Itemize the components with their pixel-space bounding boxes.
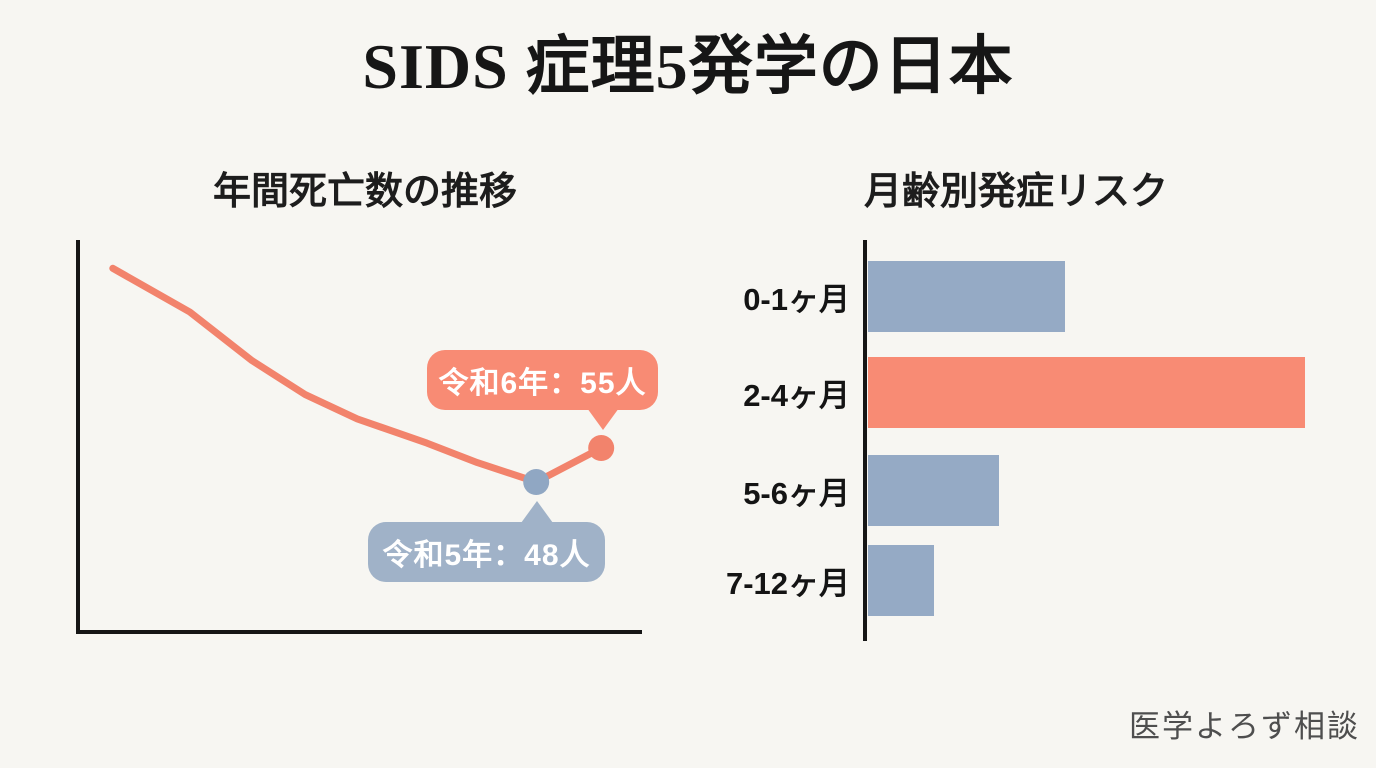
bar-label-5-6ヶ月: 5-6ヶ月 (743, 476, 850, 511)
line-chart-y-axis (76, 240, 80, 634)
bar-chart-axis (863, 240, 867, 641)
callout-reiwa6-label: 令和6年：55人 (438, 367, 647, 400)
callout-reiwa5: 令和5年：48人 (368, 501, 605, 582)
bar-7-12ヶ月 (868, 545, 934, 616)
bar-0-1ヶ月 (868, 261, 1065, 332)
bar-label-2-4ヶ月: 2-4ヶ月 (743, 378, 850, 413)
bar-label-0-1ヶ月: 0-1ヶ月 (743, 282, 850, 317)
callout-reiwa6: 令和6年：55人 (427, 350, 658, 430)
data-point-令和5年：48人 (523, 469, 550, 495)
line-chart-x-axis (76, 630, 642, 634)
callout-reiwa6-tail (587, 408, 619, 430)
bar-5-6ヶ月 (868, 455, 999, 526)
watermark: 医学よろず相談 (1129, 709, 1360, 744)
callout-reiwa5-label: 令和5年：48人 (382, 539, 591, 572)
bar-label-7-12ヶ月: 7-12ヶ月 (725, 566, 850, 601)
page-title: SIDS 症理5発学の日本 (362, 31, 1014, 102)
bar-2-4ヶ月 (868, 357, 1305, 428)
line-chart-title: 年間死亡数の推移 (212, 171, 518, 213)
data-point-令和6年：55人 (588, 435, 615, 461)
line-series (109, 264, 605, 486)
callout-reiwa5-tail (521, 501, 553, 523)
line-series-svg (109, 264, 615, 495)
bar-chart-title: 月齢別発症リスク (863, 171, 1169, 213)
